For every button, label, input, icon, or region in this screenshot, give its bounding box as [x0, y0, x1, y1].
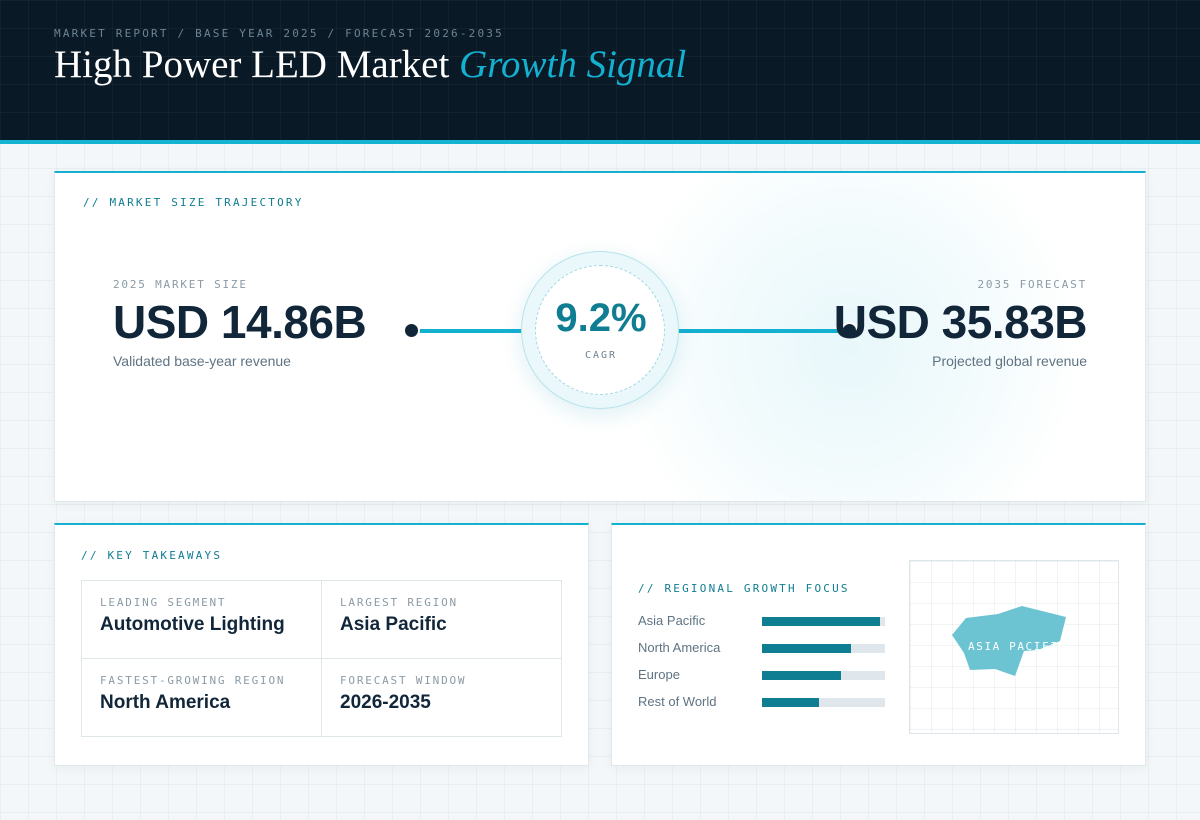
takeaway-forecast-window: FORECAST WINDOW 2026-2035	[321, 658, 561, 736]
forecast-caption: 2035 FORECAST	[977, 278, 1087, 291]
takeaway-largest-region: LARGEST REGION Asia Pacific	[321, 581, 561, 659]
region-bar-fill	[762, 671, 841, 680]
region-bar-row: North America	[638, 639, 888, 657]
base-dot	[403, 322, 420, 339]
takeaway-fastest-growing: FASTEST-GROWING REGION North America	[82, 658, 322, 736]
regional-label: // REGIONAL GROWTH FOCUS	[638, 582, 850, 595]
region-bar-track	[762, 644, 885, 653]
takeaway-value: 2026-2035	[340, 692, 431, 713]
region-bar-row: Rest of World	[638, 693, 888, 711]
region-bar-row: Asia Pacific	[638, 612, 888, 630]
region-bar-track	[762, 698, 885, 707]
takeaway-value: Automotive Lighting	[100, 614, 285, 635]
region-map: ASIA PACIFIC	[909, 560, 1119, 734]
cagr-badge: 9.2% CAGR	[521, 251, 679, 409]
takeaways-label: // KEY TAKEAWAYS	[81, 549, 223, 562]
cagr-value: 9.2%	[555, 296, 647, 340]
takeaway-caption: FORECAST WINDOW	[340, 674, 467, 687]
title-accent: Growth Signal	[459, 43, 687, 86]
region-name: Rest of World	[638, 694, 717, 709]
key-takeaways-card: // KEY TAKEAWAYS LEADING SEGMENT Automot…	[54, 523, 589, 766]
base-caption: 2025 MARKET SIZE	[113, 278, 248, 291]
region-bar-track	[762, 671, 885, 680]
region-bar-fill	[762, 644, 851, 653]
base-value: USD 14.86B	[113, 296, 367, 348]
cagr-inner-ring: 9.2% CAGR	[535, 265, 665, 395]
trajectory-label: // MARKET SIZE TRAJECTORY	[83, 196, 304, 209]
report-header: MARKET REPORT / BASE YEAR 2025 / FORECAS…	[0, 0, 1200, 144]
forecast-value: USD 35.83B	[833, 296, 1088, 348]
forecast-note: Projected global revenue	[932, 353, 1087, 369]
region-name: Europe	[638, 667, 680, 682]
takeaway-leading-segment: LEADING SEGMENT Automotive Lighting	[82, 581, 322, 659]
forecast-dot	[841, 322, 858, 339]
region-name: Asia Pacific	[638, 613, 706, 628]
takeaways-grid: LEADING SEGMENT Automotive Lighting LARG…	[81, 580, 562, 737]
map-region-label: ASIA PACIFIC	[968, 640, 1067, 653]
asia-pacific-region	[952, 606, 1066, 676]
region-bar-track	[762, 617, 885, 626]
region-bar-row: Europe	[638, 666, 888, 684]
asia-pacific-map-shape	[952, 606, 1066, 676]
takeaway-value: North America	[100, 692, 231, 713]
takeaway-value: Asia Pacific	[340, 614, 447, 635]
takeaway-caption: LARGEST REGION	[340, 596, 458, 609]
region-bar-fill	[762, 698, 819, 707]
report-eyebrow: MARKET REPORT / BASE YEAR 2025 / FORECAS…	[54, 27, 504, 40]
cagr-caption: CAGR	[584, 350, 618, 361]
base-note: Validated base-year revenue	[113, 353, 291, 369]
market-size-card: // MARKET SIZE TRAJECTORY 2025 MARKET SI…	[54, 171, 1146, 502]
takeaway-caption: FASTEST-GROWING REGION	[100, 674, 286, 687]
region-bar-fill	[762, 617, 881, 626]
takeaway-caption: LEADING SEGMENT	[100, 596, 227, 609]
title-main: High Power LED Market	[54, 43, 450, 86]
regional-growth-card: // REGIONAL GROWTH FOCUS Asia Pacific No…	[611, 523, 1146, 766]
region-name: North America	[638, 640, 721, 655]
page-title: High Power LED Market Growth Signal	[54, 42, 686, 87]
